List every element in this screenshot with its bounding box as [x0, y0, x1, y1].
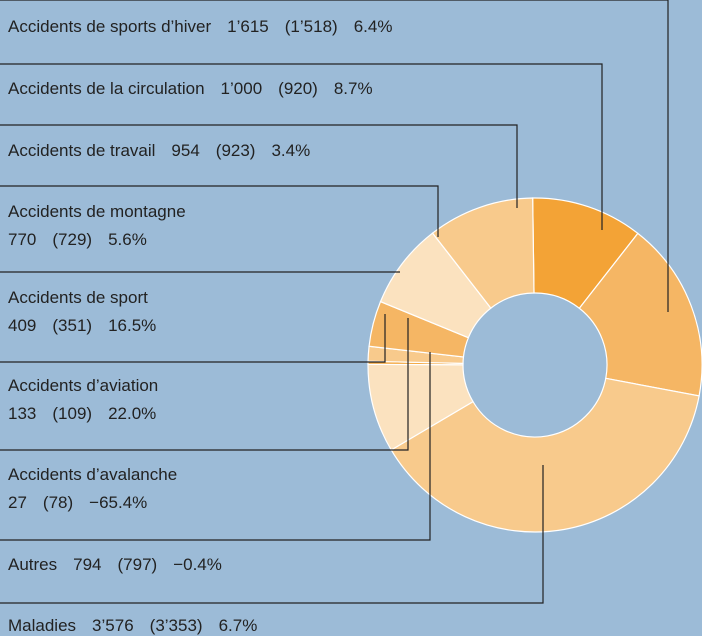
category-label: Accidents de travail 954 (923) 3.4%: [8, 141, 310, 160]
leader-line: [0, 318, 409, 451]
leader-line: [0, 185, 439, 237]
change-label: 5.6%: [108, 230, 147, 249]
change-label: −65.4%: [89, 493, 147, 512]
value-label: 794: [73, 555, 101, 574]
leader-line: [0, 314, 386, 363]
change-label: −0.4%: [173, 555, 222, 574]
leader-line: [0, 352, 431, 541]
leader-line: [0, 124, 518, 208]
value-label: 27: [8, 493, 27, 512]
previous-value-label: (923): [216, 141, 256, 160]
category-name: Accidents de sports d’hiver: [8, 17, 211, 36]
previous-value-label: (797): [118, 555, 158, 574]
value-label: 409: [8, 316, 36, 335]
leader-line: [0, 63, 603, 230]
category-label: Maladies 3’576 (3’353) 6.7%: [8, 616, 257, 635]
change-label: 6.4%: [354, 17, 393, 36]
category-label: Accidents de la circulation 1’000 (920) 8.7…: [8, 79, 373, 98]
donut-slice: [390, 377, 700, 533]
change-label: 6.7%: [219, 616, 258, 635]
category-name: Accidents d’avalanche: [8, 465, 177, 484]
value-label: 133: [8, 404, 36, 423]
category-name: Accidents de sport: [8, 288, 148, 307]
previous-value-label: (78): [43, 493, 73, 512]
category-name: Autres: [8, 555, 57, 574]
value-label: 770: [8, 230, 36, 249]
category-label: Autres 794 (797) −0.4%: [8, 555, 222, 574]
change-label: 8.7%: [334, 79, 373, 98]
category-name: Maladies: [8, 616, 76, 635]
category-label: Accidents de sports d’hiver 1’615 (1’518) 6…: [8, 17, 392, 36]
previous-value-label: (3’353): [150, 616, 203, 635]
previous-value-label: (109): [52, 404, 92, 423]
category-name: Accidents d’aviation: [8, 376, 158, 395]
change-label: 16.5%: [108, 316, 156, 335]
previous-value-label: (1’518): [285, 17, 338, 36]
category-name: Accidents de montagne: [8, 202, 186, 221]
previous-value-label: (351): [52, 316, 92, 335]
donut-slice: [578, 232, 702, 397]
change-label: 22.0%: [108, 404, 156, 423]
category-name: Accidents de travail: [8, 141, 155, 160]
previous-value-label: (729): [52, 230, 92, 249]
category-label: Accidents d’aviation 133 (109) 22.0%: [8, 376, 158, 423]
category-name: Accidents de la circulation: [8, 79, 205, 98]
value-label: 1’000: [221, 79, 263, 98]
leader-line: [0, 465, 544, 604]
category-label: Accidents de montagne 770 (729) 5.6%: [8, 202, 186, 249]
change-label: 3.4%: [271, 141, 310, 160]
donut-slice: [431, 197, 535, 309]
value-label: 3’576: [92, 616, 134, 635]
category-label: Accidents de sport 409 (351) 16.5%: [8, 288, 156, 335]
value-label: 954: [171, 141, 199, 160]
previous-value-label: (920): [278, 79, 318, 98]
leader-line: [0, 0, 669, 312]
value-label: 1’615: [227, 17, 269, 36]
category-label: Accidents d’avalanche 27 (78) −65.4%: [8, 465, 177, 512]
